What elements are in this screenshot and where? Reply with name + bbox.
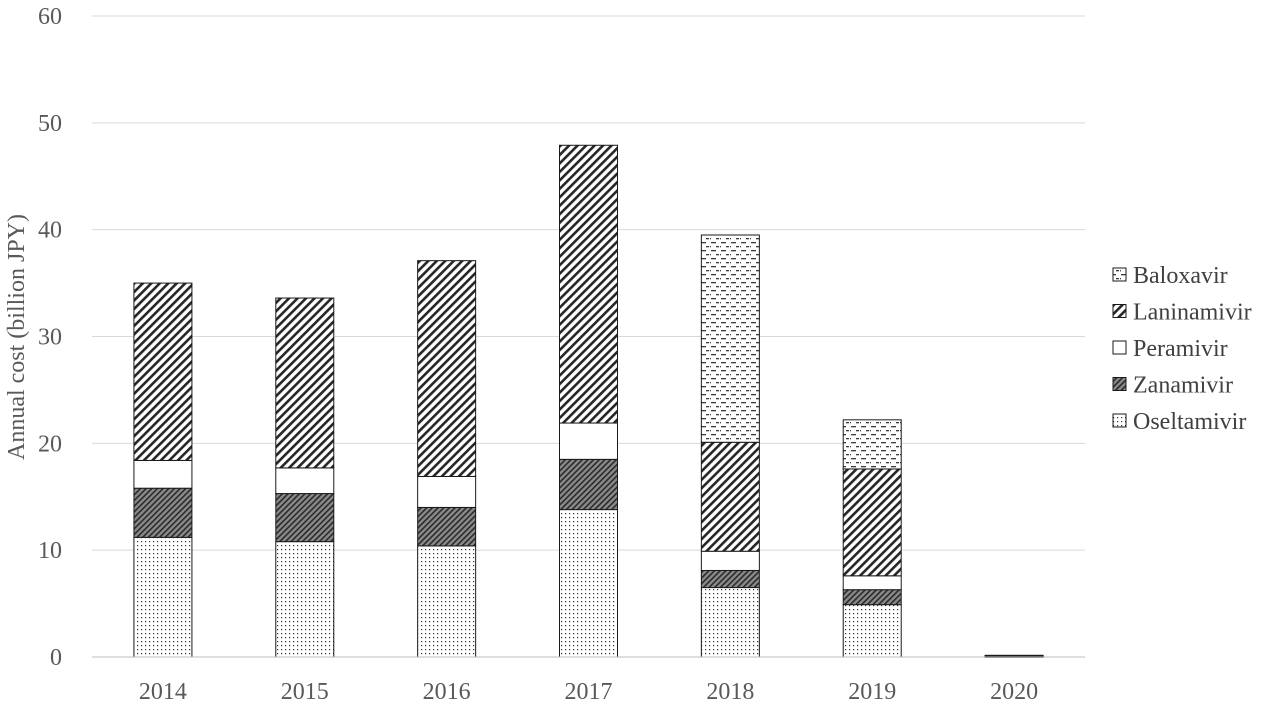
bar-peramivir-2016: [417, 475, 477, 508]
bar-peramivir-2015: [275, 467, 335, 495]
bar-laninamivir-2018: [700, 441, 760, 552]
x-tick-label: 2016: [423, 679, 471, 705]
legend-label: Baloxavir: [1133, 263, 1228, 289]
y-tick-label: 40: [38, 218, 62, 244]
bar-oseltamivir-2015: [275, 541, 335, 658]
legend-swatch-laninamivir: [1112, 304, 1127, 318]
bar-baloxavir-2018: [700, 234, 760, 443]
y-tick-labels: 0 10 20 30 40 50 60: [38, 4, 62, 671]
bar-oseltamivir-2014: [133, 536, 193, 658]
bar-stack-2017: [559, 144, 618, 658]
bar-laninamivir-2014: [133, 282, 193, 461]
bar-stack-2019: [842, 419, 902, 658]
legend-label: Peramivir: [1133, 336, 1228, 362]
bar-peramivir-2014: [133, 459, 193, 489]
legend-swatch-peramivir: [1112, 340, 1127, 355]
bar-oseltamivir-2016: [417, 545, 477, 658]
legend-swatch-oseltamivir: [1112, 413, 1127, 428]
x-tick-labels: 2014 2015 2016 2017 2018 2019 2020: [139, 679, 1038, 705]
bar-laninamivir-2017: [559, 144, 618, 424]
legend: Baloxavir Laninamivir Peramivir Zanamivir Os…: [1112, 263, 1252, 435]
y-axis-title: Annual cost (billion JPY): [4, 214, 30, 460]
y-tick-label: 0: [50, 645, 62, 671]
bar-baloxavir-2020: [984, 654, 1044, 657]
y-tick-label: 10: [38, 538, 62, 564]
legend-item-baloxavir: Baloxavir: [1112, 263, 1228, 289]
bar-oseltamivir-2018: [700, 587, 760, 658]
bar-zanamivir-2019: [842, 589, 902, 606]
bar-peramivir-2018: [700, 550, 760, 571]
bar-stack-2015: [275, 297, 335, 658]
y-tick-label: 20: [38, 431, 62, 457]
bars: [133, 144, 1044, 658]
bar-stack-2014: [133, 282, 193, 658]
x-tick-label: 2014: [139, 679, 187, 705]
bar-oseltamivir-2017: [559, 509, 618, 658]
legend-item-oseltamivir: Oseltamivir: [1112, 409, 1246, 435]
bar-zanamivir-2018: [700, 569, 760, 589]
legend-item-peramivir: Peramivir: [1112, 336, 1228, 362]
legend-item-zanamivir: Zanamivir: [1112, 373, 1233, 399]
x-tick-label: 2020: [990, 679, 1038, 705]
bar-stack-2016: [417, 260, 477, 658]
bar-peramivir-2019: [842, 575, 902, 591]
bar-zanamivir-2016: [417, 506, 477, 547]
bar-laninamivir-2015: [275, 297, 335, 469]
bar-baloxavir-2019: [842, 419, 902, 470]
x-tick-label: 2019: [848, 679, 896, 705]
legend-swatch-baloxavir: [1112, 267, 1127, 282]
y-tick-label: 60: [38, 4, 62, 30]
bar-peramivir-2017: [559, 422, 618, 460]
bar-laninamivir-2016: [417, 260, 477, 477]
y-tick-label: 50: [38, 111, 62, 137]
x-tick-label: 2015: [281, 679, 329, 705]
x-tick-label: 2018: [706, 679, 754, 705]
bar-stack-2018: [700, 234, 760, 658]
bar-laninamivir-2019: [842, 468, 902, 577]
bar-zanamivir-2015: [275, 493, 335, 543]
legend-label: Oseltamivir: [1133, 409, 1246, 435]
legend-swatch-zanamivir: [1112, 377, 1127, 391]
bar-oseltamivir-2019: [842, 604, 902, 658]
bar-zanamivir-2017: [559, 458, 618, 511]
legend-item-laninamivir: Laninamivir: [1112, 300, 1252, 326]
legend-label: Zanamivir: [1133, 373, 1233, 399]
bar-zanamivir-2014: [133, 487, 193, 538]
y-tick-label: 30: [38, 325, 62, 351]
legend-label: Laninamivir: [1133, 300, 1252, 326]
x-tick-label: 2017: [565, 679, 613, 705]
